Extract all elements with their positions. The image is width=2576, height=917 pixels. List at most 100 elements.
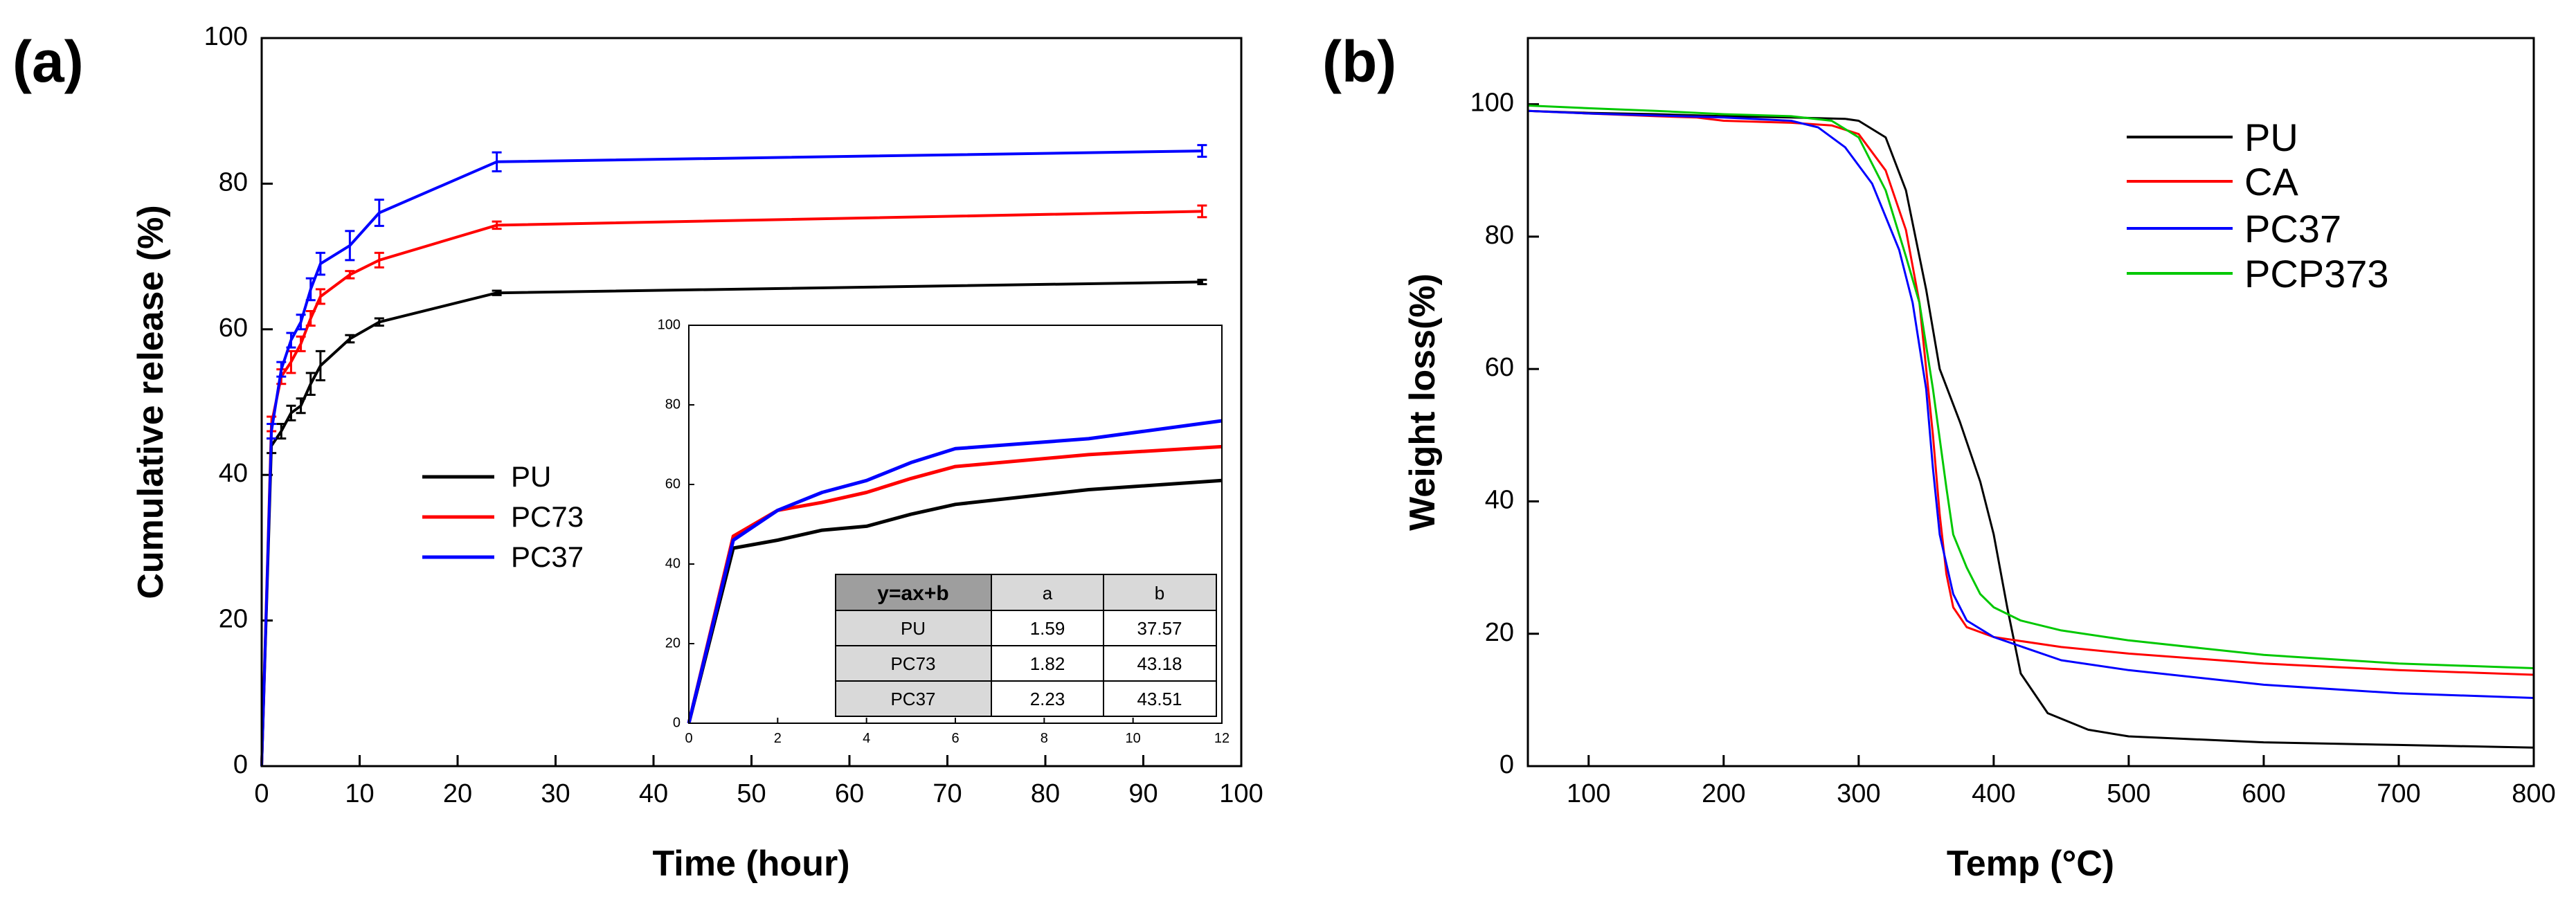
inset-y-tick-label: 100: [658, 317, 681, 332]
inset-y-tick-label: 20: [665, 635, 681, 651]
fit-table-row-label-cell: [835, 645, 992, 682]
panel-b-series-line-pcp373: [1527, 105, 2534, 669]
panel-b-series-line-pc37: [1527, 109, 2534, 699]
panel-b-ylabel: Weight loss(%): [1403, 273, 1443, 531]
panel-b-x-tick-label: 800: [2512, 779, 2555, 808]
panel-a-ylabel: Cumulative release (%): [131, 205, 171, 599]
panel-b-x-tick-label: 600: [2242, 779, 2285, 808]
fit-table-cell: [1103, 645, 1217, 682]
fit-table-header-a: a: [1043, 583, 1053, 603]
fit-table-row-label-cell: [835, 610, 992, 646]
panel-a-x-tick-label: 100: [1219, 779, 1263, 808]
panel-b-frame: [1526, 37, 2535, 768]
inset-x-tick-label: 2: [774, 731, 782, 746]
legend-a-label-pc37: PC37: [511, 541, 584, 573]
panel-a-y-tick-label: 100: [204, 22, 248, 51]
panel-b-x-tick-label: 200: [1702, 779, 1745, 808]
fit-table-cell: [991, 645, 1104, 682]
panel-a-x-tick-label: 40: [639, 779, 668, 808]
panel-b-series: [1527, 105, 2534, 749]
fit-table-header-b: b: [1155, 583, 1164, 603]
panel-a-y-tick-label: 40: [219, 459, 248, 488]
panel-b-y-tick-label: 60: [1485, 353, 1514, 382]
panel-a-y-tick-label: 20: [219, 605, 248, 634]
panel-a-inset: 0 2 4 6 8 10 12 0 20 40 60 80 100 y=ax+b a b PU 1.59…: [658, 317, 1230, 746]
panel-b-label: (b): [1322, 29, 1396, 94]
panel-b-ticks: 100 200 300 400 500 600 700 800 0 20 40 60 80 100: [1470, 89, 2556, 808]
panel-a-xlabel: Time (hour): [652, 844, 849, 884]
legend-a-label-pc73: PC73: [511, 500, 584, 533]
panel-b-series-line-ca: [1527, 109, 2534, 676]
panel-a-x-tick-label: 60: [835, 779, 864, 808]
legend-b-label-pu: PU: [2244, 116, 2298, 159]
panel-b-legend: PU CA PC37 PCP373: [2127, 116, 2389, 296]
inset-x-tick-label: 10: [1126, 731, 1141, 746]
fit-table-value: 43.18: [1137, 653, 1182, 674]
legend-b-label-ca: CA: [2244, 160, 2298, 203]
inset-x-tick-label: 4: [863, 731, 870, 746]
panel-b-y-tick-label: 100: [1470, 89, 1514, 118]
inset-series-line-pu: [687, 478, 1223, 724]
fit-table-value: 43.51: [1137, 689, 1182, 709]
panel-a-x-tick-label: 30: [541, 779, 570, 808]
fit-table-cell: [991, 610, 1104, 646]
panel-a-y-tick-label: 80: [219, 167, 248, 197]
inset-y-tick-label: 40: [665, 556, 681, 571]
panel-b-x-tick-label: 700: [2377, 779, 2420, 808]
fit-table-row-label-cell: [835, 680, 992, 717]
panel-b-xlabel: Temp (°C): [1947, 844, 2114, 884]
fit-table-row-label: PC73: [890, 653, 935, 674]
panel-a-y-tick-label: 0: [233, 750, 248, 779]
panel-b-x-tick-label: 300: [1837, 779, 1880, 808]
panel-a-label: (a): [12, 29, 84, 94]
legend-b-label-pcp373: PCP373: [2244, 252, 2389, 296]
fit-table-row-label: PC37: [890, 689, 935, 709]
fit-table-header-eq: y=ax+b: [877, 582, 948, 605]
panel-a-x-tick-label: 80: [1031, 779, 1060, 808]
inset-x-tick-label: 12: [1214, 731, 1230, 746]
panel-a-x-tick-label: 0: [254, 779, 269, 808]
inset-x-tick-label: 8: [1041, 731, 1048, 746]
panel-b-x-tick-label: 400: [1972, 779, 2015, 808]
inset-x-tick-label: 6: [951, 731, 959, 746]
fit-table-value: 2.23: [1030, 689, 1065, 709]
legend-a-label-pu: PU: [511, 460, 551, 493]
fit-table-header-cell: [1103, 574, 1217, 611]
fit-table-value: 1.59: [1030, 618, 1065, 639]
panel-b-x-tick-label: 500: [2107, 779, 2150, 808]
fit-table-cell: [1103, 680, 1217, 717]
panel-a-x-tick-label: 10: [345, 779, 374, 808]
inset-y-tick-label: 80: [665, 397, 681, 412]
panel-b-y-tick-label: 80: [1485, 221, 1514, 250]
fit-table-value: 37.57: [1137, 618, 1182, 639]
panel-a-legend: PU PC73 PC37: [422, 460, 584, 573]
panel-a-x-tick-label: 70: [933, 779, 962, 808]
fit-table-header-cell: [991, 574, 1104, 611]
panel-b-y-tick-label: 0: [1499, 750, 1514, 779]
fit-table: y=ax+b a b PU 1.59 37.57 PC73 1.82 43.18: [835, 574, 1217, 717]
fit-table-value: 1.82: [1030, 653, 1065, 674]
panel-a-y-tick-label: 60: [219, 314, 248, 343]
inset-y-tick-label: 60: [665, 476, 681, 491]
panel-b-series-line-pu: [1527, 109, 2534, 749]
panel-b-x-tick-label: 100: [1567, 779, 1610, 808]
panel-a-x-tick-label: 20: [443, 779, 472, 808]
inset-series: [687, 419, 1223, 724]
fit-table-row-label: PU: [901, 618, 926, 639]
inset-series-line-pc73: [687, 444, 1223, 724]
legend-b-label-pc37: PC37: [2244, 207, 2341, 251]
inset-x-tick-label: 0: [685, 731, 692, 746]
panel-a-x-tick-label: 90: [1128, 779, 1158, 808]
panel-a-series: [260, 144, 1207, 767]
panel-a-x-tick-label: 50: [737, 779, 766, 808]
fit-table-cell: [1103, 610, 1217, 646]
inset-frame: [688, 325, 1223, 724]
inset-series-line-pc37: [687, 419, 1223, 724]
panel-a-frame: [260, 37, 1243, 768]
panel-b-y-tick-label: 20: [1485, 618, 1514, 647]
panel-b-y-tick-label: 40: [1485, 485, 1514, 514]
panel-b: (b) 100 200 300 400 500 600 700 800020406080100…: [1322, 29, 2556, 884]
